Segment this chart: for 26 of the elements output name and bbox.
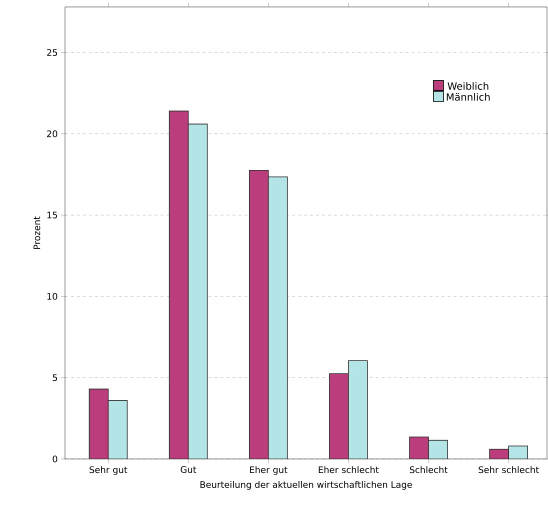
- x-axis-title: Beurteilung der aktuellen wirtschaftlichen Lage: [200, 481, 412, 490]
- x-tick-label: Schlecht: [410, 466, 448, 474]
- x-tick-label: Sehr schlecht: [478, 466, 539, 474]
- x-tick-label: Eher schlecht: [318, 466, 379, 474]
- legend-label: Männlich: [446, 93, 490, 101]
- y-tick-label: 15: [47, 212, 58, 218]
- bar: [348, 360, 368, 459]
- y-tick-label: 10: [47, 293, 58, 300]
- legend-label: Weiblich: [448, 82, 488, 90]
- y-tick-label: 5: [52, 374, 58, 382]
- x-tick-label: Gut: [180, 466, 196, 473]
- bar: [248, 170, 269, 459]
- bar: [88, 388, 109, 459]
- y-tick-label: 25: [47, 49, 58, 56]
- x-tick-label: Eher gut: [250, 466, 288, 475]
- bar: [428, 440, 448, 459]
- bar: [188, 124, 208, 459]
- x-tick-label: Sehr gut: [90, 466, 128, 475]
- bar: [168, 110, 189, 459]
- bar: [409, 436, 429, 459]
- y-tick-label: 0: [52, 456, 58, 462]
- bar: [268, 176, 288, 459]
- y-tick-label: 20: [47, 130, 58, 138]
- y-axis-title: Prozent: [34, 216, 40, 249]
- bar: [329, 373, 349, 459]
- bar: [108, 400, 128, 459]
